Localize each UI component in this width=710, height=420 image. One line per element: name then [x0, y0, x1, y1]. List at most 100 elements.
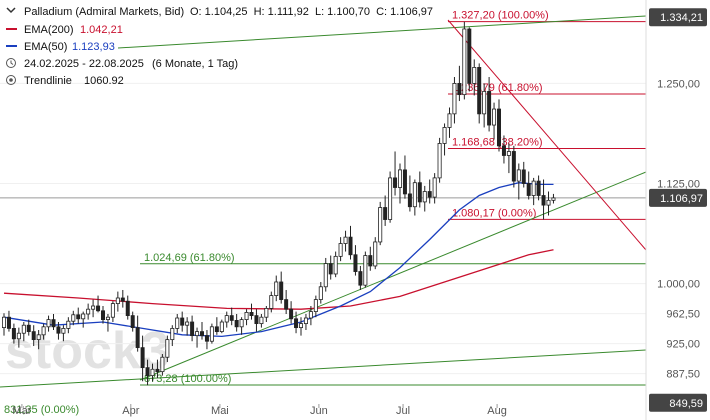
- ema200-line: [3, 249, 554, 310]
- candle-body: [51, 319, 56, 328]
- candles: [2, 21, 556, 386]
- candle-body: [6, 316, 11, 329]
- candle-body: [492, 108, 497, 126]
- candle-body: [155, 368, 160, 373]
- candle-body: [234, 320, 239, 328]
- candle-body: [130, 315, 135, 329]
- candle-body: [551, 197, 556, 201]
- candle-body: [358, 271, 363, 286]
- badge-label: 1.334,21: [660, 12, 703, 24]
- x-tick-label: Mai: [211, 405, 229, 417]
- candle-body: [195, 331, 200, 337]
- ema200-value: 1.042,21: [80, 24, 123, 36]
- x-tick-label: Aug: [487, 405, 507, 417]
- candle-body: [56, 326, 61, 334]
- candle-body: [373, 241, 378, 267]
- chevron-down-icon[interactable]: [6, 7, 16, 14]
- y-tick-label: 1.000,00: [657, 279, 700, 291]
- candle-body: [333, 255, 338, 275]
- candle-body: [506, 151, 511, 156]
- candle-body: [343, 236, 348, 244]
- candle-body: [135, 327, 140, 349]
- candle-body: [190, 321, 195, 337]
- ohlc-readout: O: 1.104,25 H: 1.111,92 L: 1.100,70 C: 1…: [190, 6, 433, 18]
- candle-body: [31, 331, 36, 341]
- candle-body: [46, 319, 51, 328]
- candle-body: [447, 113, 452, 128]
- candle-body: [328, 263, 333, 275]
- candle-body: [180, 317, 185, 326]
- candle-body: [244, 312, 249, 321]
- candle-body: [224, 315, 229, 323]
- ema200-label: EMA(200): [24, 24, 74, 36]
- candle-body: [313, 299, 318, 312]
- candle-body: [81, 313, 86, 320]
- candle-body: [66, 320, 71, 329]
- candle-body: [279, 281, 284, 300]
- y-tick-label: 1.125,00: [657, 178, 700, 190]
- candle-body: [516, 169, 521, 182]
- y-tick-label: 925,00: [666, 339, 700, 351]
- candle-body: [407, 193, 412, 208]
- y-tick-label: 962,50: [666, 309, 700, 321]
- candle-body: [219, 321, 224, 333]
- candle-body: [521, 169, 526, 184]
- fib-level-label: 1.024,69 (61.80%): [144, 252, 235, 264]
- candle-body: [477, 67, 482, 115]
- candle-body: [259, 316, 264, 325]
- candle-body: [417, 182, 422, 203]
- candle-body: [323, 263, 328, 288]
- candle-body: [21, 324, 26, 334]
- candle-body: [442, 127, 447, 144]
- x-tick-label: Mär: [12, 405, 31, 417]
- badge-label: 849,59: [669, 398, 703, 410]
- candle-body: [531, 180, 536, 196]
- candle-body: [249, 312, 254, 317]
- candle-body: [378, 207, 383, 243]
- candle-body: [26, 324, 31, 333]
- candle-body: [536, 180, 541, 196]
- candle-body: [487, 91, 492, 126]
- trend-lines: [0, 15, 647, 388]
- candle-body: [16, 332, 21, 340]
- candle-body: [115, 297, 120, 304]
- period-range: 24.02.2025 - 22.08.2025: [24, 58, 144, 70]
- candle-body: [185, 321, 190, 326]
- candle-body: [274, 281, 279, 296]
- candle-body: [363, 255, 368, 286]
- candle-body: [96, 305, 101, 312]
- candle-body: [546, 199, 551, 206]
- target-icon: [6, 75, 16, 85]
- candle-body: [165, 339, 170, 358]
- candle-body: [254, 315, 259, 325]
- fib-level-label: 831,35 (0.00%): [4, 404, 79, 416]
- upper-trendline: [117, 15, 647, 49]
- fib-level-label: 873,28 (100.00%): [144, 373, 231, 385]
- candle-body: [482, 91, 487, 115]
- fib-level-label: 1.080,17 (0.00%): [452, 207, 536, 219]
- x-axis: Mär Apr Mai Jun Jul Aug: [12, 404, 507, 417]
- candle-body: [145, 367, 150, 377]
- candle-body: [110, 303, 115, 318]
- candle-body: [214, 326, 219, 333]
- bottom-price-badge: 849,59: [649, 393, 707, 412]
- candle-body: [204, 335, 209, 342]
- candle-body: [303, 317, 308, 325]
- top-price-badge: 1.334,21: [649, 8, 707, 27]
- candle-body: [101, 310, 106, 321]
- candle-body: [150, 368, 155, 377]
- candle-body: [2, 316, 7, 329]
- candle-body: [462, 28, 467, 96]
- candle-body: [368, 255, 373, 267]
- candle-body: [472, 67, 477, 84]
- candle-body: [199, 331, 204, 337]
- ema50-value: 1.123,93: [72, 41, 115, 53]
- candle-body: [526, 183, 531, 196]
- candle-body: [175, 317, 180, 329]
- candle-body: [308, 311, 313, 319]
- candle-body: [383, 207, 388, 220]
- legend: Palladium (Admiral Markets, Bid) O: 1.10…: [6, 6, 433, 87]
- axis-badges: 1.334,21 1.106,97 849,59: [649, 8, 707, 412]
- fib-level-label: 1.327,20 (100.00%): [452, 10, 549, 22]
